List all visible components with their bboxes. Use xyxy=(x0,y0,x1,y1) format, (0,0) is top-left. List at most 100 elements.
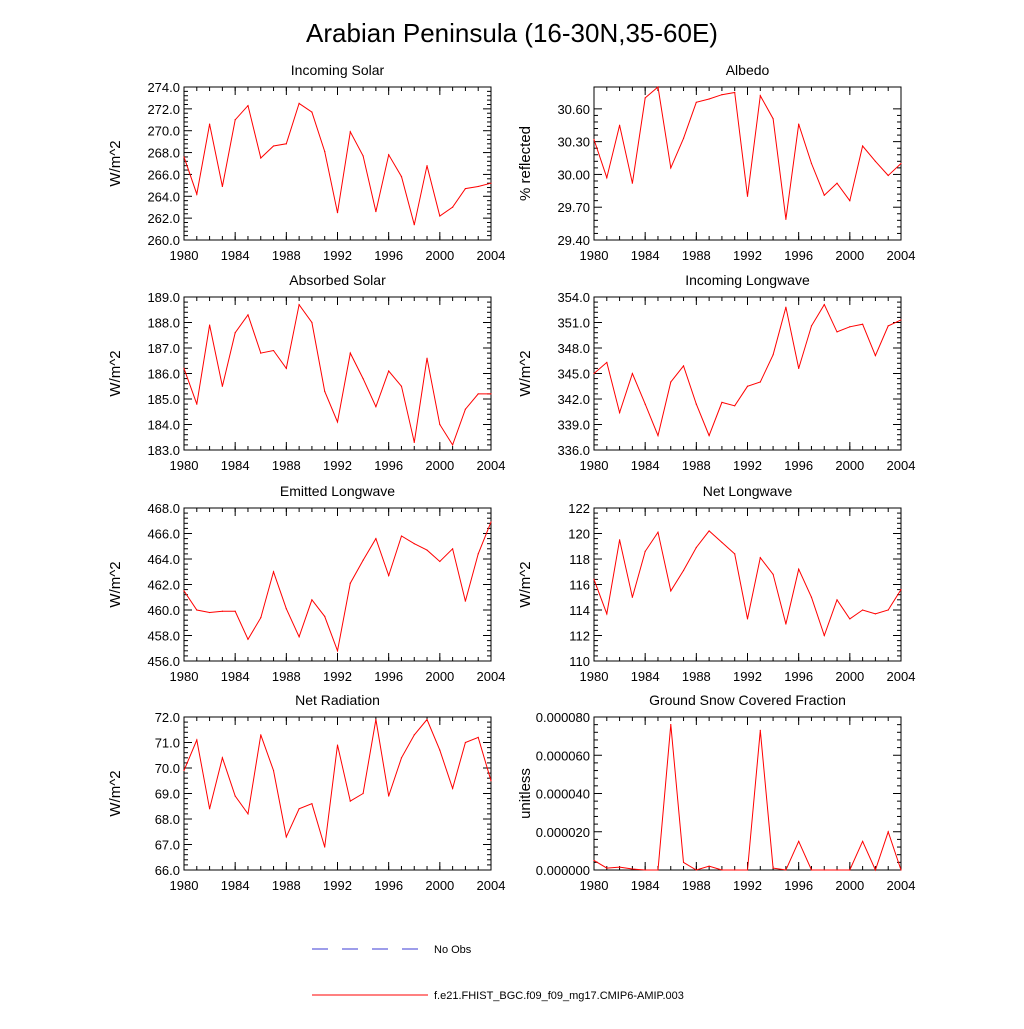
data-point xyxy=(746,385,749,387)
y-tick-label: 183.0 xyxy=(147,443,180,458)
data-point xyxy=(644,550,646,552)
data-point xyxy=(285,836,287,838)
panel-title: Absorbed Solar xyxy=(289,272,386,288)
series-line xyxy=(183,102,492,225)
x-tick-label: 1996 xyxy=(374,248,403,263)
data-point xyxy=(887,174,889,177)
data-point xyxy=(721,94,723,96)
y-tick-label: 268.0 xyxy=(147,146,180,161)
data-point xyxy=(464,188,467,190)
y-tick-label: 272.0 xyxy=(147,102,180,117)
data-point xyxy=(247,813,249,815)
y-tick-label: 456.0 xyxy=(147,654,180,669)
chart-panel: Incoming Longwave W/m^2 1980 1984 1988 1992 19… xyxy=(517,272,915,473)
data-point xyxy=(324,390,326,392)
x-tick-label: 2000 xyxy=(835,878,864,893)
chart-panel: Incoming Solar W/m^2 1980 1984 1988 1992 1996 2… xyxy=(107,62,505,263)
x-tick-label: 1984 xyxy=(631,878,660,893)
y-tick-label: 468.0 xyxy=(147,501,180,516)
data-point xyxy=(413,543,415,545)
data-point xyxy=(260,617,262,619)
data-point xyxy=(464,408,467,410)
y-tick-label: 464.0 xyxy=(147,552,180,567)
data-point xyxy=(631,868,633,870)
y-tick-label: 29.70 xyxy=(557,200,590,215)
data-point xyxy=(606,867,608,869)
data-point xyxy=(285,608,287,610)
data-point xyxy=(900,869,902,871)
plot-frame xyxy=(183,716,492,871)
data-point xyxy=(798,367,800,369)
panel-title: Albedo xyxy=(726,62,770,78)
data-point xyxy=(477,553,479,555)
y-tick-label: 274.0 xyxy=(147,80,180,95)
y-tick-label: 30.00 xyxy=(557,167,590,182)
data-point xyxy=(311,321,313,324)
y-tick-label: 29.40 xyxy=(557,233,590,248)
data-point xyxy=(324,846,326,848)
data-point xyxy=(631,596,633,598)
y-tick-label: 466.0 xyxy=(147,527,180,542)
data-point xyxy=(388,795,390,797)
data-point xyxy=(862,609,864,611)
data-point xyxy=(759,95,761,97)
panel-grid: Incoming Solar W/m^2 1980 1984 1988 1992 1996 2… xyxy=(107,62,915,893)
data-point xyxy=(413,224,415,226)
y-axis-label: % reflected xyxy=(517,126,534,201)
data-point xyxy=(849,326,851,328)
data-point xyxy=(810,596,813,598)
data-point xyxy=(746,618,749,620)
y-tick-label: 186.0 xyxy=(147,367,180,382)
data-point xyxy=(375,718,377,721)
data-point xyxy=(349,582,351,584)
data-point xyxy=(234,795,236,797)
data-point xyxy=(234,610,236,612)
data-point xyxy=(183,367,185,369)
plot-frame xyxy=(183,296,492,451)
x-tick-label: 1988 xyxy=(272,458,301,473)
series-line xyxy=(593,303,902,438)
x-tick-label: 2000 xyxy=(425,248,454,263)
data-point xyxy=(413,734,415,736)
y-axis-label: W/m^2 xyxy=(517,350,534,396)
data-point xyxy=(349,131,351,133)
data-point xyxy=(785,623,787,625)
data-point xyxy=(298,808,300,810)
y-tick-label: 0.000060 xyxy=(536,748,590,763)
data-point xyxy=(221,185,223,188)
y-tick-label: 345.0 xyxy=(557,367,590,382)
data-point xyxy=(759,381,761,383)
x-tick-label: 2000 xyxy=(835,458,864,473)
series-line xyxy=(183,521,492,653)
data-point xyxy=(785,306,787,308)
data-point xyxy=(452,206,454,208)
data-point xyxy=(298,304,300,306)
data-point xyxy=(234,119,236,121)
data-point xyxy=(670,590,672,592)
chart-panel: Ground Snow Covered Fraction unitless 1980… xyxy=(517,692,915,893)
x-tick-label: 1996 xyxy=(784,669,813,684)
series-line xyxy=(593,724,902,872)
data-point xyxy=(823,194,825,196)
y-tick-label: 66.0 xyxy=(155,863,180,878)
x-tick-label: 1992 xyxy=(323,248,352,263)
data-point xyxy=(682,861,685,863)
x-tick-label: 1980 xyxy=(580,248,609,263)
x-tick-label: 1980 xyxy=(580,878,609,893)
data-point xyxy=(862,840,864,842)
x-tick-label: 1988 xyxy=(682,458,711,473)
data-point xyxy=(734,91,736,94)
data-point xyxy=(196,609,198,611)
y-tick-label: 118 xyxy=(569,552,590,567)
y-tick-label: 188.0 xyxy=(147,316,180,331)
x-tick-label: 1996 xyxy=(784,878,813,893)
panel-title: Incoming Longwave xyxy=(685,272,810,288)
data-point xyxy=(439,749,441,751)
data-point xyxy=(862,323,864,325)
x-tick-label: 1996 xyxy=(374,878,403,893)
data-point xyxy=(439,560,441,563)
data-point xyxy=(183,769,185,772)
data-point xyxy=(606,361,608,364)
x-tick-label: 1984 xyxy=(631,458,660,473)
data-point xyxy=(785,869,787,871)
